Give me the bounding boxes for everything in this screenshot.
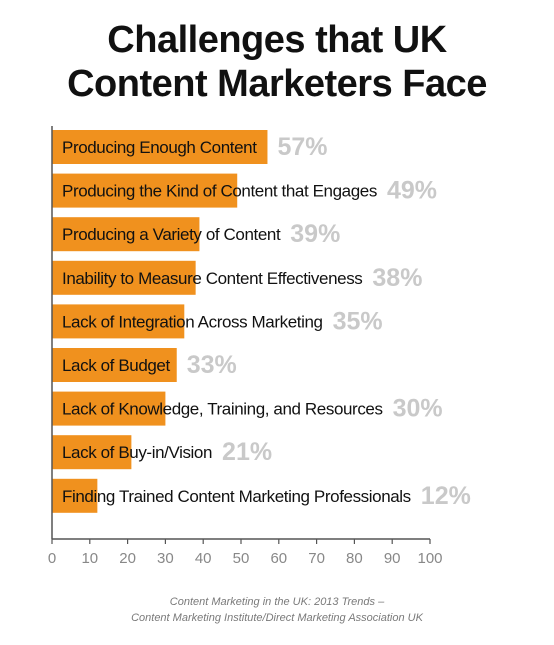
chart-source: Content Marketing in the UK: 2013 Trends… (0, 594, 554, 626)
bar (52, 391, 166, 426)
bar (52, 130, 268, 164)
value-label: 12% (421, 482, 471, 510)
x-tick-label: 90 (384, 550, 401, 567)
category-label: Inability to Measure Content Effectivene… (62, 269, 362, 288)
source-line-2: Content Marketing Institute/Direct Marke… (131, 612, 423, 624)
category-label: Lack of Budget (62, 356, 170, 375)
chart-title: Challenges that UK Content Marketers Fac… (0, 18, 554, 106)
bar (52, 435, 132, 470)
category-label: Lack of Integration Across Marketing (62, 312, 323, 331)
bar (52, 173, 238, 208)
x-tick-label: 100 (417, 550, 442, 567)
source-line-1: Content Marketing in the UK: 2013 Trends… (169, 596, 385, 608)
value-label: 38% (372, 264, 422, 292)
category-label: Producing the Kind of Content that Engag… (62, 182, 377, 201)
bar (52, 304, 185, 339)
value-label: 33% (187, 351, 237, 379)
bar (52, 260, 196, 295)
value-label: 30% (393, 395, 443, 423)
x-tick-label: 70 (308, 550, 325, 567)
value-label: 39% (290, 220, 340, 248)
category-label: Producing a Variety of Content (62, 225, 281, 244)
x-tick-label: 80 (346, 550, 363, 567)
bar (52, 348, 177, 382)
x-tick-label: 60 (270, 550, 287, 567)
bar (52, 478, 98, 513)
x-tick-label: 20 (119, 550, 136, 567)
x-tick-label: 10 (81, 550, 98, 567)
chart-title-line-2: Content Marketers Face (67, 63, 487, 105)
value-label: 57% (277, 133, 327, 161)
category-label: Lack of Knowledge, Training, and Resourc… (62, 400, 383, 419)
bar (52, 217, 200, 252)
x-tick-label: 0 (48, 550, 56, 567)
x-tick-label: 30 (157, 550, 174, 567)
category-label: Finding Trained Content Marketing Profes… (62, 487, 411, 506)
category-label: Lack of Buy-in/Vision (62, 443, 212, 462)
value-label: 49% (387, 177, 437, 205)
value-label: 35% (333, 307, 383, 335)
value-label: 21% (222, 438, 272, 466)
x-tick-label: 50 (233, 550, 250, 567)
chart-title-line-1: Challenges that UK (107, 19, 447, 61)
category-label: Producing Enough Content (62, 138, 257, 157)
x-tick-label: 40 (195, 550, 212, 567)
